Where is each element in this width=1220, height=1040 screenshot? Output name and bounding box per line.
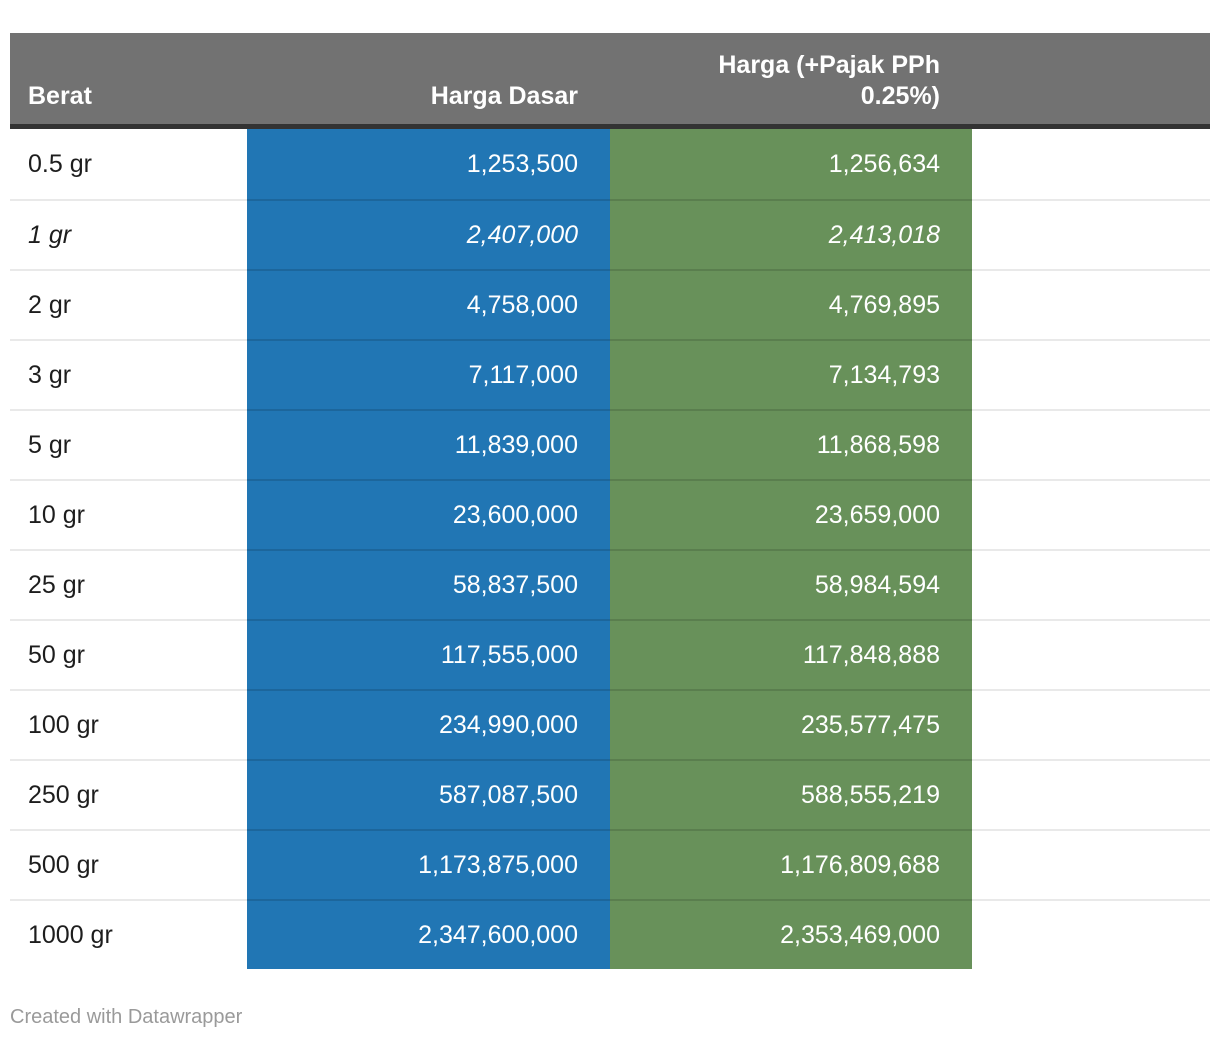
cell-harga-dasar: 58,837,500	[247, 549, 610, 619]
table-row: 3 gr 7,117,000 7,134,793	[10, 339, 1210, 409]
cell-berat: 500 gr	[10, 829, 247, 899]
header-cell-empty	[972, 33, 1210, 129]
table-row: 10 gr 23,600,000 23,659,000	[10, 479, 1210, 549]
cell-berat: 1000 gr	[10, 899, 247, 969]
cell-empty	[972, 689, 1210, 759]
cell-berat: 50 gr	[10, 619, 247, 689]
header-cell-harga-dasar: Harga Dasar	[247, 33, 610, 129]
cell-harga-pajak: 1,256,634	[610, 129, 972, 199]
cell-harga-dasar: 587,087,500	[247, 759, 610, 829]
cell-empty	[972, 269, 1210, 339]
table-row: 0.5 gr 1,253,500 1,256,634	[10, 129, 1210, 199]
header-cell-harga-pajak: Harga (+Pajak PPh 0.25%)	[610, 33, 972, 129]
cell-empty	[972, 339, 1210, 409]
cell-harga-dasar: 117,555,000	[247, 619, 610, 689]
table-row: 2 gr 4,758,000 4,769,895	[10, 269, 1210, 339]
cell-harga-dasar: 2,407,000	[247, 199, 610, 269]
price-table: Berat Harga Dasar Harga (+Pajak PPh 0.25…	[10, 33, 1210, 969]
cell-harga-pajak: 2,353,469,000	[610, 899, 972, 969]
cell-harga-pajak: 23,659,000	[610, 479, 972, 549]
cell-empty	[972, 759, 1210, 829]
cell-harga-pajak: 1,176,809,688	[610, 829, 972, 899]
header-harga-pajak-line1: Harga (+Pajak PPh	[718, 51, 940, 79]
cell-empty	[972, 199, 1210, 269]
header-harga-pajak-line2: 0.25%)	[860, 82, 940, 110]
table-row: 250 gr 587,087,500 588,555,219	[10, 759, 1210, 829]
cell-harga-dasar: 234,990,000	[247, 689, 610, 759]
cell-berat: 25 gr	[10, 549, 247, 619]
cell-harga-dasar: 7,117,000	[247, 339, 610, 409]
cell-empty	[972, 479, 1210, 549]
cell-harga-pajak: 58,984,594	[610, 549, 972, 619]
cell-harga-pajak: 117,848,888	[610, 619, 972, 689]
header-row: Berat Harga Dasar Harga (+Pajak PPh 0.25…	[10, 33, 1210, 129]
table-body: 0.5 gr 1,253,500 1,256,634 1 gr 2,407,00…	[10, 129, 1210, 969]
cell-empty	[972, 129, 1210, 199]
cell-harga-dasar: 1,173,875,000	[247, 829, 610, 899]
cell-harga-dasar: 4,758,000	[247, 269, 610, 339]
table-row: 1 gr 2,407,000 2,413,018	[10, 199, 1210, 269]
cell-harga-pajak: 588,555,219	[610, 759, 972, 829]
cell-empty	[972, 549, 1210, 619]
cell-berat: 100 gr	[10, 689, 247, 759]
table-header: Berat Harga Dasar Harga (+Pajak PPh 0.25…	[10, 33, 1210, 129]
cell-berat: 1 gr	[10, 199, 247, 269]
datawrapper-attribution: Created with Datawrapper	[10, 1006, 243, 1028]
cell-harga-dasar: 2,347,600,000	[247, 899, 610, 969]
cell-berat: 10 gr	[10, 479, 247, 549]
cell-harga-pajak: 11,868,598	[610, 409, 972, 479]
table-row: 100 gr 234,990,000 235,577,475	[10, 689, 1210, 759]
table-row: 5 gr 11,839,000 11,868,598	[10, 409, 1210, 479]
header-cell-berat: Berat	[10, 33, 247, 129]
cell-empty	[972, 829, 1210, 899]
table-row: 1000 gr 2,347,600,000 2,353,469,000	[10, 899, 1210, 969]
table-row: 50 gr 117,555,000 117,848,888	[10, 619, 1210, 689]
cell-harga-pajak: 2,413,018	[610, 199, 972, 269]
cell-empty	[972, 619, 1210, 689]
cell-harga-dasar: 1,253,500	[247, 129, 610, 199]
cell-harga-pajak: 7,134,793	[610, 339, 972, 409]
cell-empty	[972, 409, 1210, 479]
cell-berat: 2 gr	[10, 269, 247, 339]
cell-harga-pajak: 235,577,475	[610, 689, 972, 759]
cell-berat: 0.5 gr	[10, 129, 247, 199]
cell-harga-dasar: 11,839,000	[247, 409, 610, 479]
cell-harga-pajak: 4,769,895	[610, 269, 972, 339]
cell-berat: 5 gr	[10, 409, 247, 479]
cell-empty	[972, 899, 1210, 969]
cell-berat: 250 gr	[10, 759, 247, 829]
table-row: 500 gr 1,173,875,000 1,176,809,688	[10, 829, 1210, 899]
cell-harga-dasar: 23,600,000	[247, 479, 610, 549]
table-row: 25 gr 58,837,500 58,984,594	[10, 549, 1210, 619]
cell-berat: 3 gr	[10, 339, 247, 409]
